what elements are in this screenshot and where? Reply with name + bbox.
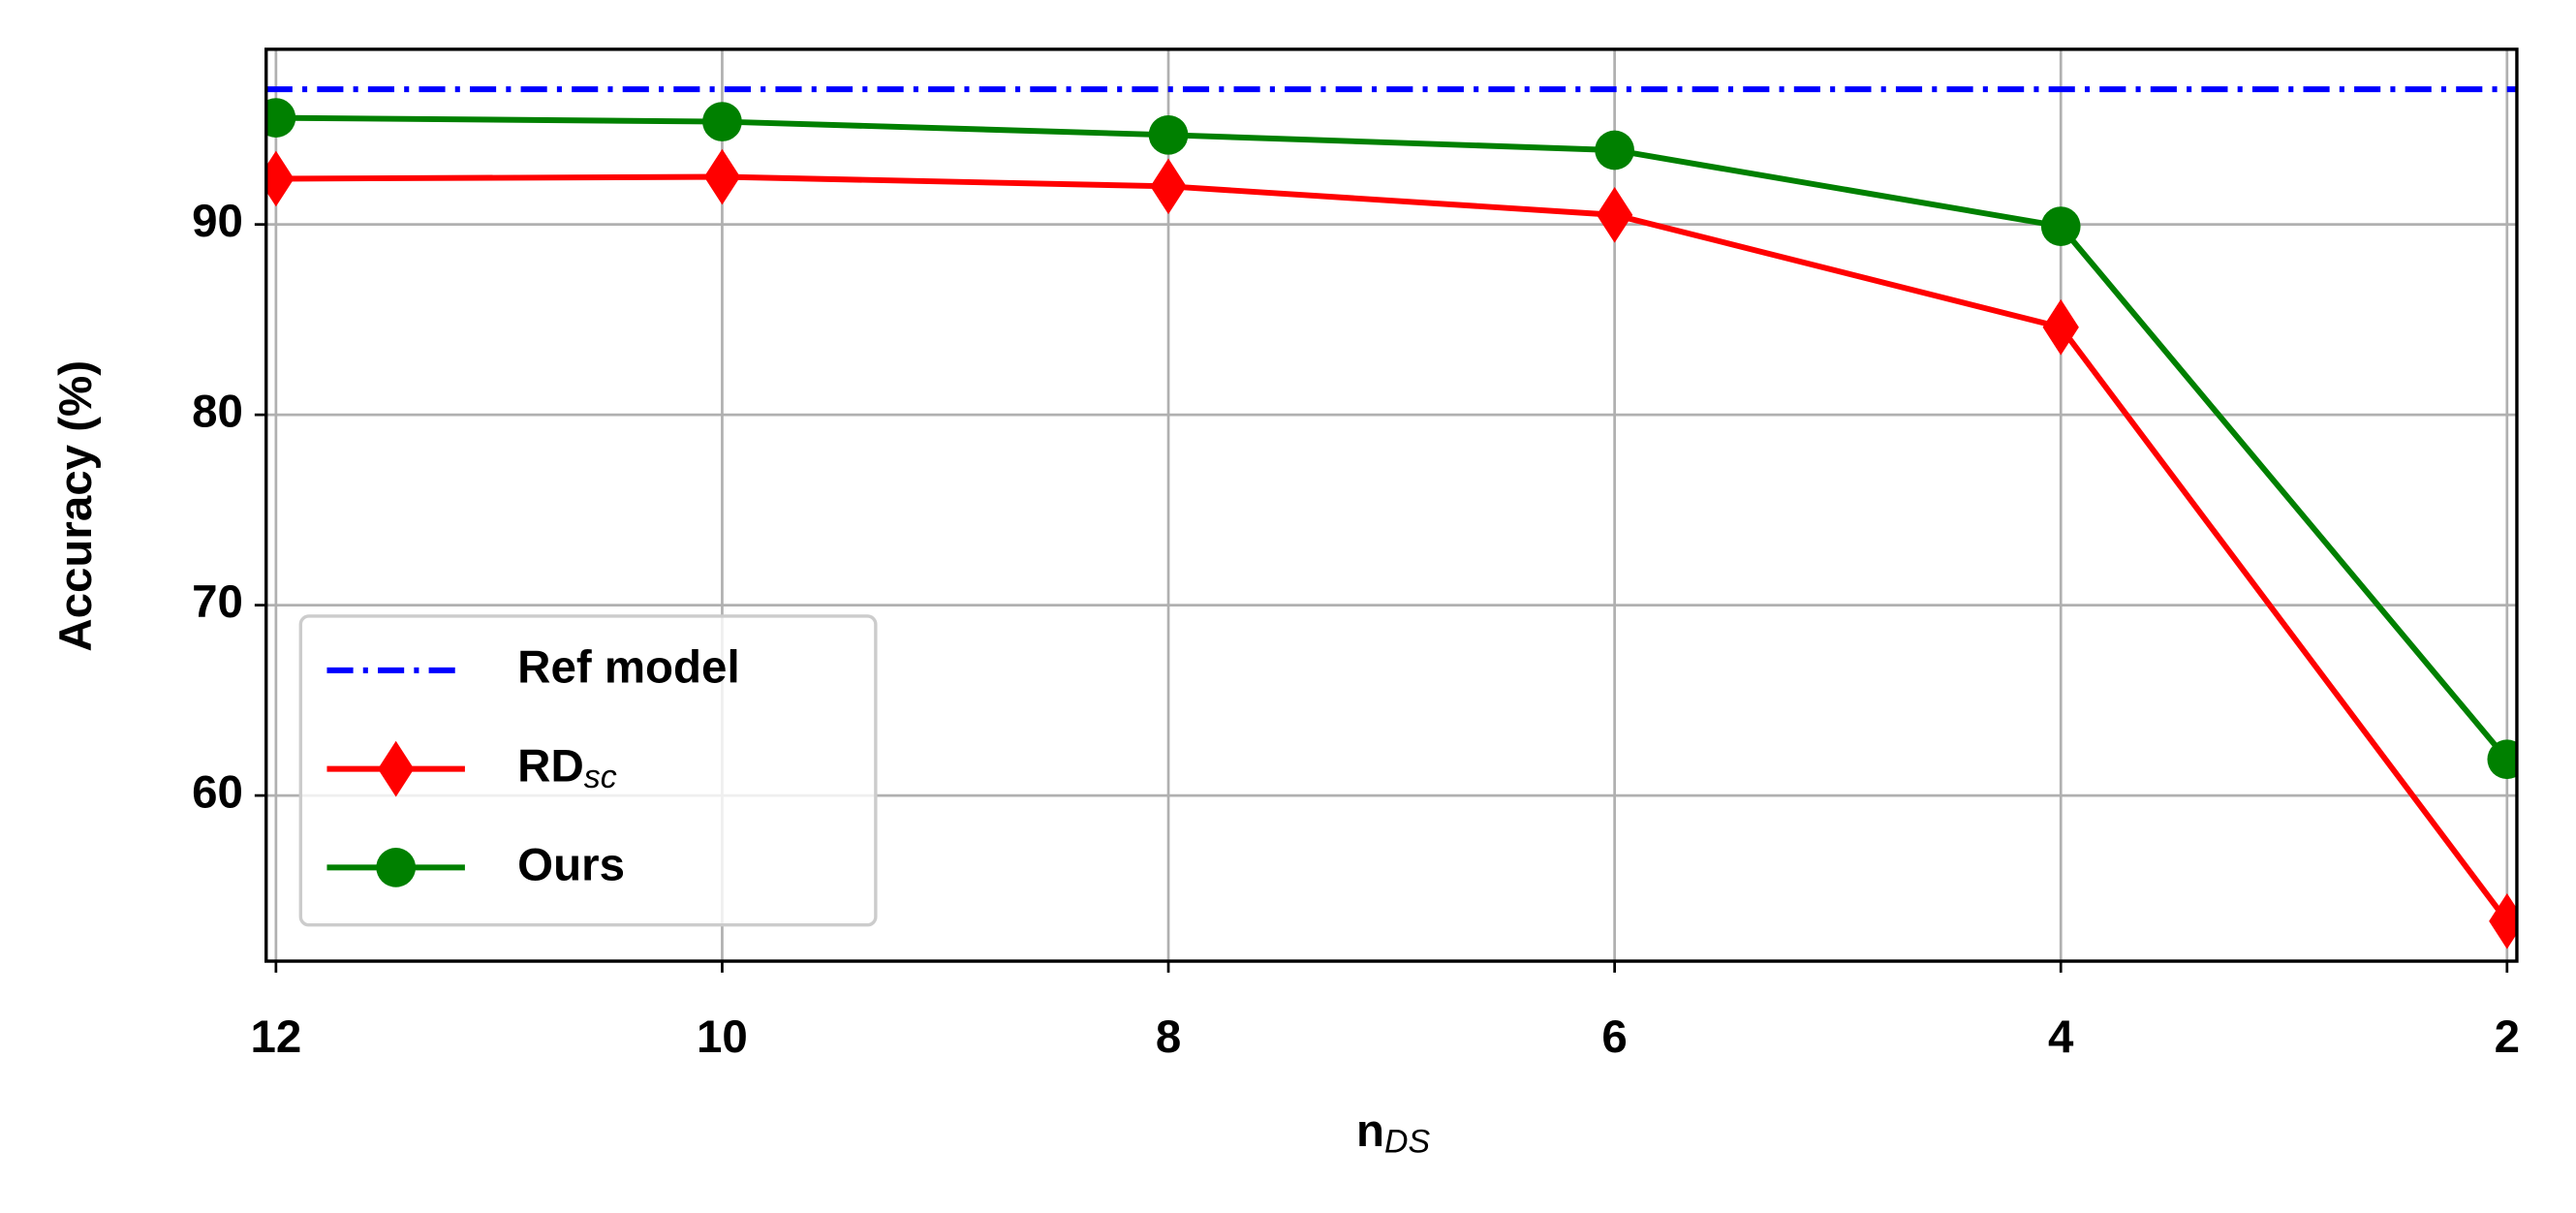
y-tick-label: 80 [192, 387, 243, 438]
legend-label: Ours [517, 839, 625, 890]
y-axis-label: Accuracy (%) [50, 360, 102, 652]
marker [265, 150, 295, 207]
legend-label-main: RD [517, 740, 584, 792]
y-tick-label: 90 [192, 196, 243, 247]
legend-label-sub: sc [584, 759, 617, 795]
marker [2040, 206, 2081, 246]
x-tick-label: 6 [1601, 1011, 1627, 1063]
x-axis-label-main: n [1356, 1105, 1384, 1157]
markers [265, 98, 2517, 780]
legend-box [298, 614, 878, 927]
x-axis-label: nDS [1356, 1105, 1430, 1161]
marker [265, 98, 296, 138]
marker [1595, 130, 1634, 171]
marker [2042, 298, 2079, 356]
marker [703, 148, 741, 205]
marker [702, 102, 742, 141]
legend-label: RDsc [517, 740, 617, 795]
marker [1148, 114, 1189, 155]
x-tick-label: 8 [1156, 1011, 1181, 1063]
y-tick-label: 70 [192, 576, 243, 628]
plot-frame [264, 47, 2519, 963]
y-tick-label: 60 [192, 767, 243, 819]
x-tick-label: 2 [2495, 1011, 2520, 1063]
legend-label-main: Ours [517, 839, 625, 890]
marker [2489, 892, 2517, 949]
series-line [275, 114, 2510, 762]
series-line [275, 173, 2510, 923]
legend-marker [376, 848, 417, 887]
x-tick-label: 4 [2048, 1011, 2074, 1063]
x-tick-label: 12 [250, 1011, 301, 1063]
x-tick-label: 10 [697, 1011, 748, 1063]
marker [1596, 186, 1633, 243]
x-axis-label-sub: DS [1384, 1123, 1430, 1160]
legend-label: Ref model [517, 641, 739, 693]
marker [2487, 739, 2517, 780]
